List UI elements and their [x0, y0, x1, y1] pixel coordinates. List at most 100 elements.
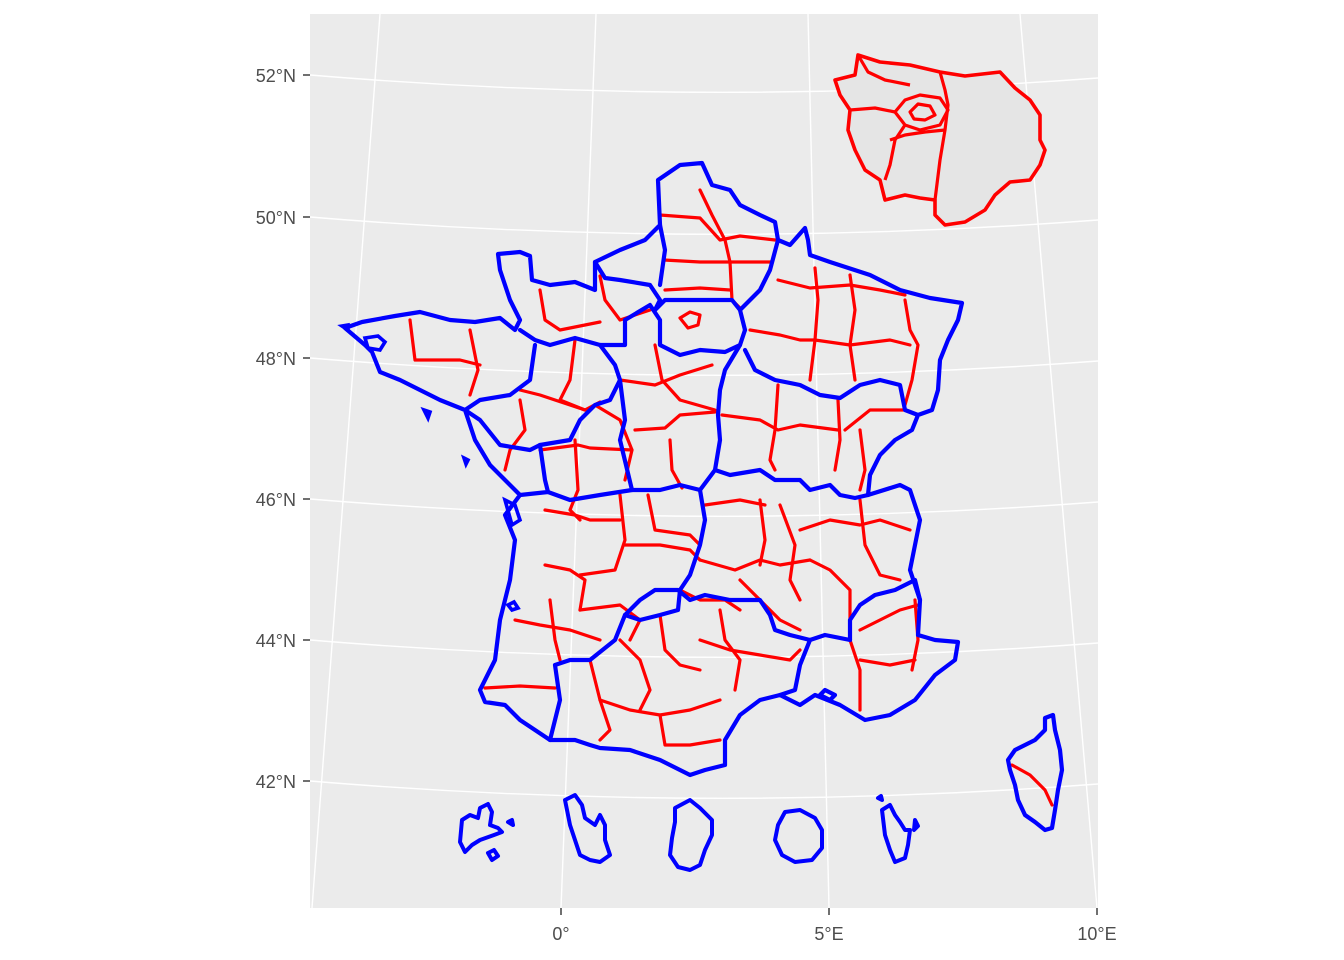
lon-axis: 0° 5°E 10°E	[552, 908, 1117, 944]
region-border	[712, 342, 871, 501]
inset-border	[933, 71, 950, 201]
department-border	[503, 398, 527, 472]
department-border	[910, 598, 920, 672]
department-border	[663, 286, 732, 292]
department-border	[548, 598, 562, 662]
inset-border	[908, 102, 937, 122]
inset-border	[893, 93, 950, 132]
department-border	[678, 588, 742, 612]
island-outline	[460, 454, 471, 469]
region-border	[622, 587, 853, 643]
department-border	[858, 658, 917, 667]
region-border	[517, 342, 623, 498]
department-border	[798, 518, 912, 532]
department-border	[653, 343, 717, 412]
region-border	[737, 237, 781, 313]
region-border	[817, 687, 838, 703]
lon-tick-label: 0°	[552, 924, 569, 944]
lon-tick-label: 10°E	[1077, 924, 1116, 944]
coastal-islands	[337, 322, 523, 613]
inset-border	[883, 124, 907, 181]
department-border	[813, 338, 912, 347]
department-border	[738, 578, 802, 632]
region-border	[617, 377, 718, 493]
department-border	[778, 503, 802, 602]
guadeloupe-islet	[506, 818, 515, 827]
island-outline	[505, 599, 521, 613]
department-border	[720, 413, 840, 432]
lat-tick-label: 46°N	[256, 490, 296, 510]
department-border	[1010, 763, 1054, 807]
region-border-mainland-outline	[342, 160, 965, 778]
department-border	[543, 508, 622, 522]
department-border	[903, 298, 920, 407]
lat-tick-label: 42°N	[256, 772, 296, 792]
region-borders	[342, 160, 965, 778]
inset-border	[849, 106, 896, 114]
island-outline	[420, 406, 433, 423]
department-border	[858, 603, 920, 632]
department-border	[593, 403, 634, 482]
department-border	[848, 638, 862, 712]
inset-fill	[833, 53, 1047, 227]
department-border	[858, 428, 867, 492]
mayotte-islet	[876, 794, 884, 802]
department-border	[408, 318, 482, 367]
department-border	[748, 328, 817, 342]
region-border	[657, 222, 668, 288]
region-border	[545, 487, 635, 503]
department-border	[483, 684, 557, 690]
department-border	[538, 288, 602, 332]
department-border	[658, 213, 777, 242]
department-border	[618, 638, 652, 712]
mayotte-islet	[912, 818, 920, 832]
island-outline	[502, 496, 523, 528]
guadeloupe-outline	[458, 802, 504, 854]
paris-inset	[833, 53, 1047, 227]
lat-tick-label: 44°N	[256, 631, 296, 651]
department-border	[843, 408, 907, 432]
department-border	[668, 438, 684, 490]
lat-tick-label: 50°N	[256, 208, 296, 228]
inset-border	[856, 54, 911, 87]
lat-tick-label: 48°N	[256, 349, 296, 369]
island-outline	[337, 322, 350, 334]
inset-border	[889, 128, 946, 142]
department-border	[646, 493, 702, 547]
department-border	[618, 363, 714, 387]
department-border	[703, 498, 767, 507]
department-border	[678, 310, 702, 330]
department-border	[468, 328, 480, 397]
region-border	[462, 407, 543, 453]
department-border	[698, 638, 802, 662]
region-border	[847, 577, 923, 643]
department-border	[833, 398, 842, 472]
mayotte-outline	[880, 803, 912, 864]
reunion-outline	[773, 808, 824, 864]
department-border	[538, 443, 634, 452]
corsica	[1005, 712, 1065, 833]
department-border	[658, 713, 722, 747]
department-border	[662, 258, 774, 264]
overseas-territories	[458, 793, 920, 872]
region-border	[777, 637, 813, 698]
department-border	[808, 266, 820, 382]
department-border	[768, 383, 780, 472]
guyane-outline	[668, 798, 714, 872]
lat-axis: 52°N 50°N 48°N 46°N 44°N 42°N	[256, 66, 310, 792]
department-border	[848, 273, 857, 382]
department-border	[858, 498, 902, 582]
region-border	[742, 347, 921, 418]
region-border	[622, 302, 748, 358]
department-border	[808, 558, 852, 622]
corsica-outline	[1005, 712, 1065, 833]
lat-tick-label: 52°N	[256, 66, 296, 86]
lon-tick-label: 5°E	[814, 924, 843, 944]
department-border	[578, 493, 627, 577]
region-border	[517, 317, 628, 348]
department-border	[633, 410, 717, 432]
island-outline	[362, 334, 388, 352]
region-border	[547, 612, 628, 743]
graticule	[309, 13, 1099, 909]
